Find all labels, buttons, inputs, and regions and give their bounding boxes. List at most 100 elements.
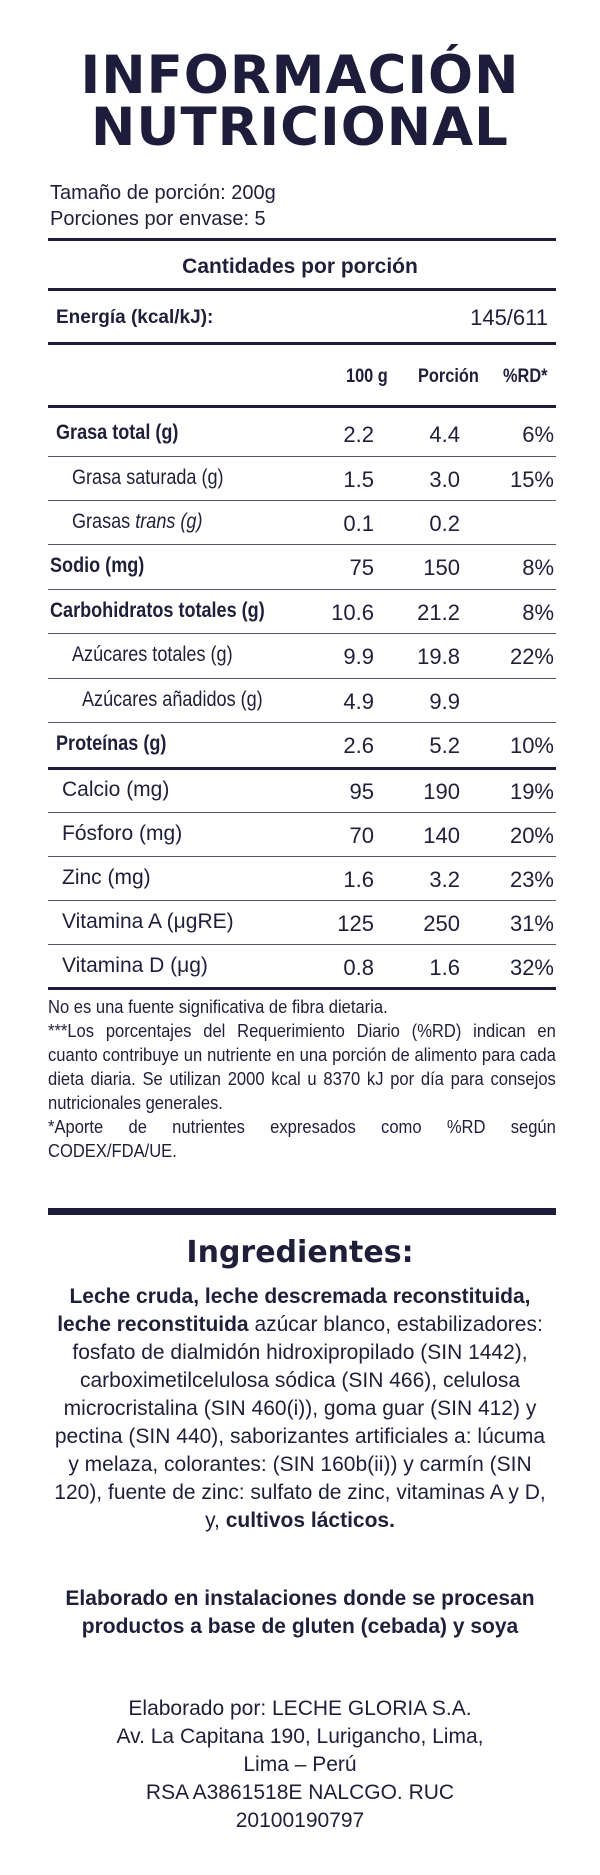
table-row: Azúcares añadidos (g) 4.9 9.9 [48, 679, 556, 723]
ingredients-bold-end: cultivos lácticos. [225, 1509, 395, 1532]
divider [48, 288, 556, 291]
value-rd: 32% [509, 955, 554, 980]
table-row: Vitamina A (μgRE) 125 250 31% [48, 901, 556, 945]
value-rd: 31% [509, 911, 554, 936]
value-portion: 19.8 [417, 644, 460, 669]
ingredients-body: azúcar blanco, estabilizadores: fosfato … [54, 1313, 546, 1532]
maker-line-2: Av. La Capitana 190, Lurigancho, Lima, [116, 1725, 484, 1748]
allergen-statement: Elaborado en instalaciones donde se proc… [65, 1587, 535, 1638]
ingredients-bold-start: Leche cruda, leche descremada reconstitu… [57, 1285, 531, 1336]
table-row: Proteínas (g) 2.6 5.2 10% [48, 723, 556, 767]
value-rd: 20% [509, 823, 554, 848]
value-100g: 10.6 [331, 600, 374, 625]
table-row: Grasas trans (g) 0.1 0.2 [48, 501, 556, 545]
maker-line-5: 20100190797 [235, 1809, 365, 1832]
footnotes: No es una fuente significativa de fibra … [48, 995, 556, 1163]
per-portion-heading: Cantidades por porción [182, 255, 418, 278]
value-rd: 22% [509, 644, 554, 669]
value-100g: 1.5 [343, 467, 374, 492]
nutrient-label: Grasas trans (g) [72, 510, 202, 534]
value-rd: 19% [509, 779, 554, 804]
table-row: Grasa total (g) 2.2 4.4 6% [48, 412, 556, 456]
row-divider [48, 456, 556, 457]
table-row: Calcio (mg) 95 190 19% [48, 769, 556, 813]
value-portion: 0.2 [429, 511, 460, 536]
nutrient-label: Vitamina D (μg) [62, 954, 208, 977]
servings-per-container: Porciones por envase: 5 [50, 208, 266, 230]
value-rd: 8% [522, 600, 554, 625]
divider [48, 987, 556, 990]
maker-line-4: RSA A3861518E NALCGO. RUC [145, 1781, 455, 1804]
table-row: Carbohidratos totales (g) 10.6 21.2 8% [48, 590, 556, 634]
table-row: Grasa saturada (g) 1.5 3.0 15% [48, 457, 556, 501]
value-portion: 140 [423, 823, 460, 848]
nutrient-label: Carbohidratos totales (g) [50, 599, 265, 622]
value-100g: 0.8 [343, 955, 374, 980]
nutrient-label: Azúcares totales (g) [72, 643, 233, 666]
table-row: Fósforo (mg) 70 140 20% [48, 813, 556, 857]
value-portion: 3.0 [429, 467, 460, 492]
row-divider [48, 944, 556, 945]
value-rd: 15% [509, 467, 554, 492]
note-codex: *Aporte de nutrientes expresados como %R… [48, 1117, 556, 1161]
nutrient-label-prefix: Grasas [72, 510, 136, 533]
value-rd: 8% [522, 555, 554, 580]
value-rd: 6% [522, 422, 554, 447]
note-fiber: No es una fuente significativa de fibra … [48, 997, 388, 1017]
value-portion: 9.9 [429, 689, 460, 714]
value-portion: 1.6 [429, 955, 460, 980]
table-row: Zinc (mg) 1.6 3.2 23% [48, 857, 556, 901]
nutrient-label: Sodio (mg) [50, 554, 145, 577]
value-100g: 2.2 [343, 422, 374, 447]
row-divider [48, 900, 556, 901]
value-100g: 2.6 [343, 733, 374, 758]
value-100g: 70 [349, 823, 374, 848]
col-header-rd: %RD* [503, 366, 548, 387]
ingredients-text: Leche cruda, leche descremada reconstitu… [50, 1283, 550, 1535]
value-100g: 75 [349, 555, 374, 580]
title-line-1: INFORMACIÓN [80, 45, 520, 106]
serving-info: Tamaño de porción: 200g Porciones por en… [50, 180, 276, 232]
label-title: INFORMACIÓN NUTRICIONAL [0, 45, 600, 158]
nutrient-label: Azúcares añadidos (g) [82, 688, 263, 711]
col-header-portion: Porción [418, 366, 479, 387]
row-divider [48, 633, 556, 634]
energy-value: 145/611 [470, 305, 548, 330]
ingredients-title: Ingredientes: [186, 1235, 414, 1270]
value-portion: 21.2 [417, 600, 460, 625]
nutrient-label: Vitamina A (μgRE) [62, 910, 234, 933]
note-rd: ***Los porcentajes del Requerimiento Dia… [48, 1021, 556, 1113]
nutrient-label: Proteínas (g) [56, 732, 167, 755]
energy-label: Energía (kcal/kJ): [56, 307, 214, 328]
row-divider [48, 722, 556, 723]
nutrient-label: Fósforo (mg) [62, 822, 183, 845]
title-line-2: NUTRICIONAL [91, 97, 509, 158]
value-100g: 0.1 [343, 511, 374, 536]
row-divider [48, 678, 556, 679]
nutrient-label: Zinc (mg) [62, 866, 151, 889]
nutrient-label-trans: trans (g) [135, 510, 203, 533]
row-divider [48, 500, 556, 501]
value-portion: 4.4 [429, 422, 460, 447]
value-100g: 9.9 [343, 644, 374, 669]
row-divider [48, 856, 556, 857]
nutrient-label: Grasa total (g) [56, 421, 179, 444]
value-portion: 250 [423, 911, 460, 936]
nutrient-label: Calcio (mg) [62, 778, 170, 801]
value-100g: 125 [337, 911, 374, 936]
row-divider [48, 589, 556, 590]
section-divider [48, 1208, 556, 1215]
value-rd: 10% [509, 733, 554, 758]
value-portion: 5.2 [429, 733, 460, 758]
value-rd: 23% [509, 867, 554, 892]
value-100g: 95 [349, 779, 374, 804]
nutrient-label: Grasa saturada (g) [72, 466, 224, 489]
table-row: Azúcares totales (g) 9.9 19.8 22% [48, 634, 556, 678]
col-header-100g: 100 g [346, 366, 388, 387]
manufacturer-info: Elaborado por: LECHE GLORIA S.A. Av. La … [60, 1695, 540, 1835]
divider [48, 767, 556, 770]
row-divider [48, 544, 556, 545]
value-100g: 1.6 [343, 867, 374, 892]
value-100g: 4.9 [343, 689, 374, 714]
